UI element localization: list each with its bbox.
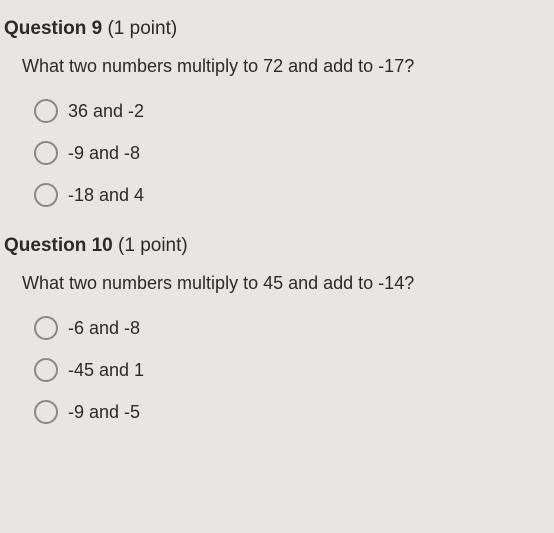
option-row[interactable]: -18 and 4 (34, 183, 554, 207)
option-label: -45 and 1 (68, 360, 144, 381)
radio-button-icon[interactable] (34, 316, 58, 340)
option-label: -6 and -8 (68, 318, 140, 339)
question-prompt: What two numbers multiply to 72 and add … (0, 56, 554, 77)
options-list: 36 and -2 -9 and -8 -18 and 4 (0, 99, 554, 207)
radio-button-icon[interactable] (34, 183, 58, 207)
option-row[interactable]: -45 and 1 (34, 358, 554, 382)
question-points: (1 point) (107, 18, 177, 39)
option-row[interactable]: 36 and -2 (34, 99, 554, 123)
question-block-9: Question 9 (1 point) What two numbers mu… (0, 18, 554, 207)
question-header: Question 9 (1 point) (0, 18, 554, 40)
radio-button-icon[interactable] (34, 141, 58, 165)
question-number: Question 9 (4, 18, 102, 39)
radio-button-icon[interactable] (34, 400, 58, 424)
option-label: 36 and -2 (68, 101, 144, 122)
question-header: Question 10 (1 point) (0, 235, 554, 257)
option-row[interactable]: -9 and -8 (34, 141, 554, 165)
radio-button-icon[interactable] (34, 99, 58, 123)
options-list: -6 and -8 -45 and 1 -9 and -5 (0, 316, 554, 424)
option-label: -18 and 4 (68, 185, 144, 206)
option-row[interactable]: -6 and -8 (34, 316, 554, 340)
question-points: (1 point) (118, 235, 188, 256)
question-number: Question 10 (4, 235, 113, 256)
question-prompt: What two numbers multiply to 45 and add … (0, 273, 554, 294)
option-label: -9 and -5 (68, 402, 140, 423)
question-block-10: Question 10 (1 point) What two numbers m… (0, 235, 554, 424)
option-row[interactable]: -9 and -5 (34, 400, 554, 424)
radio-button-icon[interactable] (34, 358, 58, 382)
option-label: -9 and -8 (68, 143, 140, 164)
